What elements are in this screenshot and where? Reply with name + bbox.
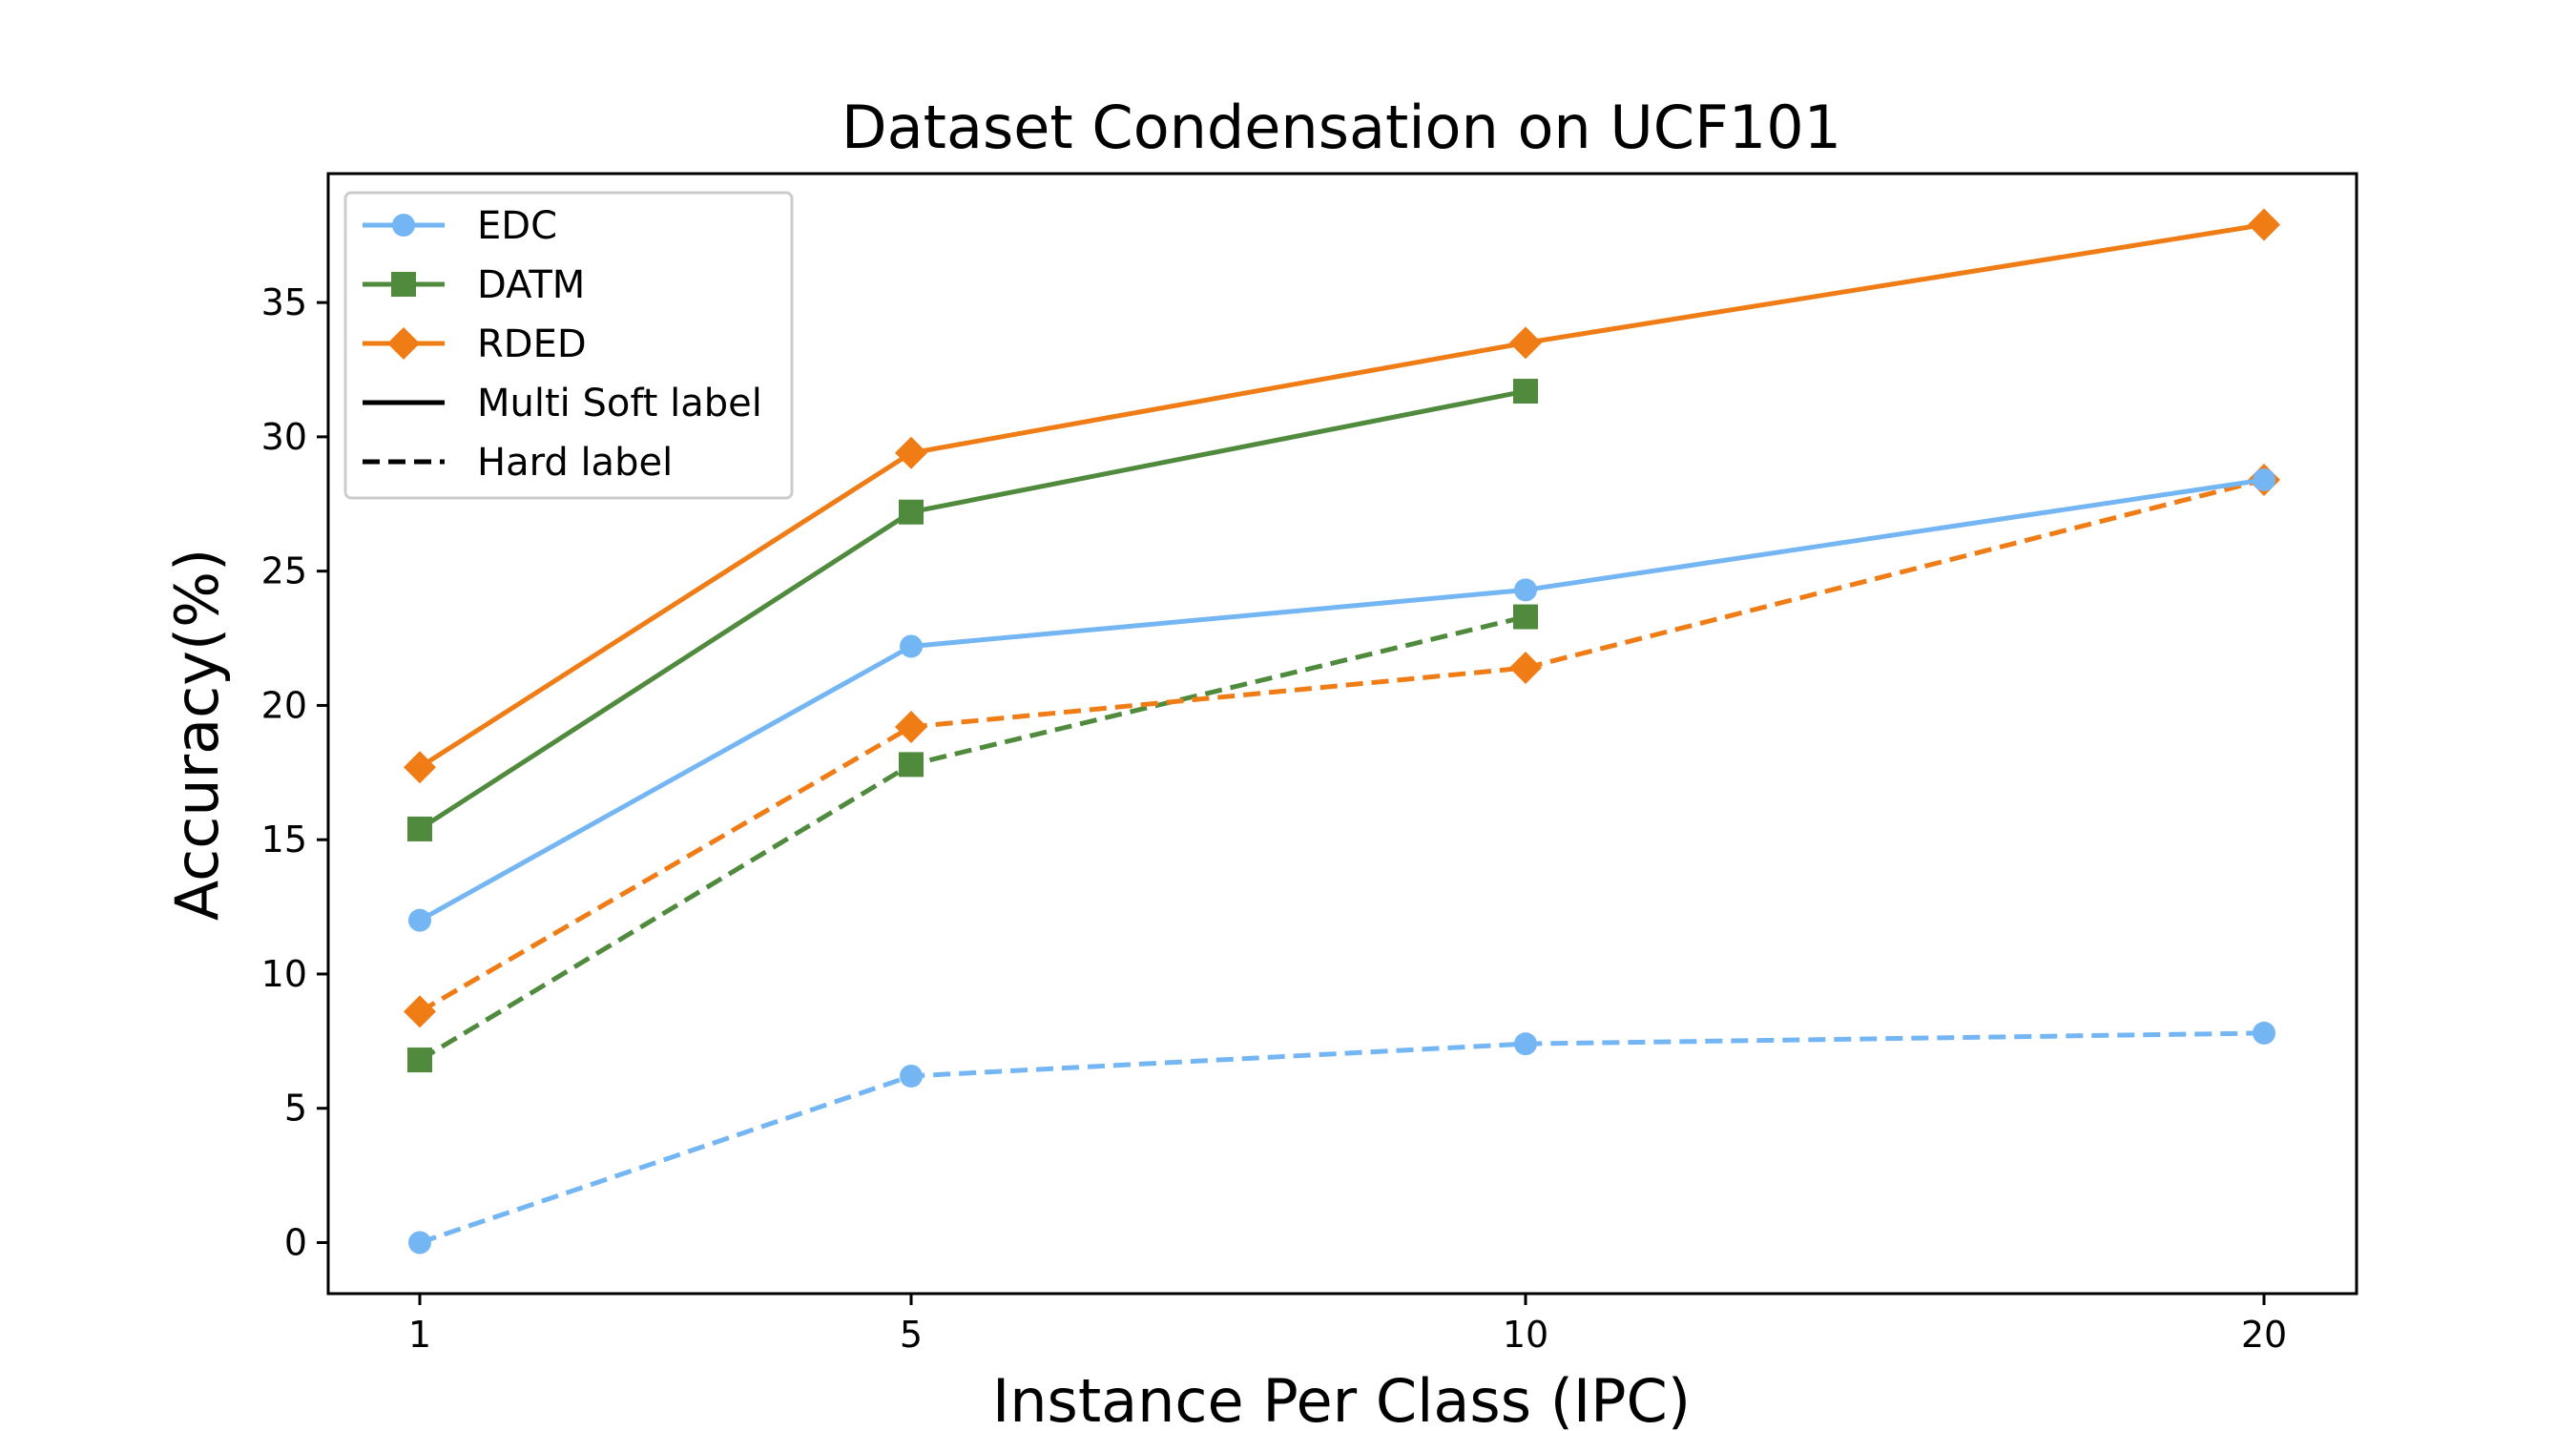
legend-marker [391,272,416,297]
data-point-datm-hard-label-0 [407,1047,432,1073]
data-point-datm-hard-label-2 [1513,604,1538,630]
data-point-rded-hard-label-1 [895,710,927,743]
x-tick-label: 10 [1503,1314,1548,1356]
data-point-rded-soft-label-3 [2248,208,2280,241]
x-axis-label: Instance Per Class (IPC) [992,1366,1691,1431]
series-line-rded-hard-label [418,477,2265,1014]
x-tick-label: 5 [900,1314,923,1356]
data-point-edc-soft-label-2 [1514,578,1537,602]
data-point-edc-hard-label-2 [1514,1032,1537,1056]
data-point-datm-soft-label-0 [407,816,432,841]
legend-label: Hard label [477,441,673,485]
data-point-edc-hard-label-0 [408,1231,431,1255]
data-point-edc-hard-label-1 [900,1064,923,1088]
x-tick-label: 1 [408,1314,431,1356]
legend-marker [392,214,415,237]
y-tick-label: 10 [261,953,307,995]
y-tick-label: 15 [261,819,307,861]
y-tick-label: 30 [261,416,307,458]
y-tick-label: 0 [284,1222,307,1264]
legend-marker [387,327,420,360]
chart-title: Dataset Condensation on UCF101 [841,93,1841,162]
data-point-rded-hard-label-2 [1509,652,1542,685]
data-point-datm-hard-label-1 [899,752,924,778]
data-point-edc-soft-label-1 [900,634,923,658]
y-tick-label: 35 [261,281,307,323]
y-axis-label: Accuracy(%) [162,549,232,921]
series-line-edc-soft-label [418,477,2265,923]
plot-area [404,208,2280,1255]
series-line-rded-soft-label [418,222,2265,770]
data-point-edc-hard-label-3 [2253,1021,2275,1045]
data-point-rded-hard-label-0 [404,995,436,1028]
data-point-edc-soft-label-3 [2253,467,2275,491]
legend-label: DATM [477,263,585,307]
legend-box [343,191,794,500]
legend-label: RDED [477,322,587,366]
data-point-datm-soft-label-2 [1513,379,1538,404]
legend-label: Multi Soft label [477,382,762,425]
series-line-edc-hard-label [419,1030,2265,1245]
y-tick-label: 5 [284,1088,307,1130]
data-point-edc-soft-label-0 [408,908,431,932]
plot-frame [326,172,2358,1296]
data-point-datm-soft-label-1 [899,499,924,525]
y-tick-label: 20 [261,684,307,726]
legend-label: EDC [477,204,557,248]
data-point-rded-soft-label-2 [1509,326,1542,360]
x-tick-label: 20 [2241,1314,2287,1356]
y-tick-label: 25 [261,550,307,592]
legend: EDC DATM RDED Multi Soft label Hard label [343,191,794,500]
data-point-rded-soft-label-1 [895,436,927,469]
data-point-rded-soft-label-0 [404,751,436,784]
